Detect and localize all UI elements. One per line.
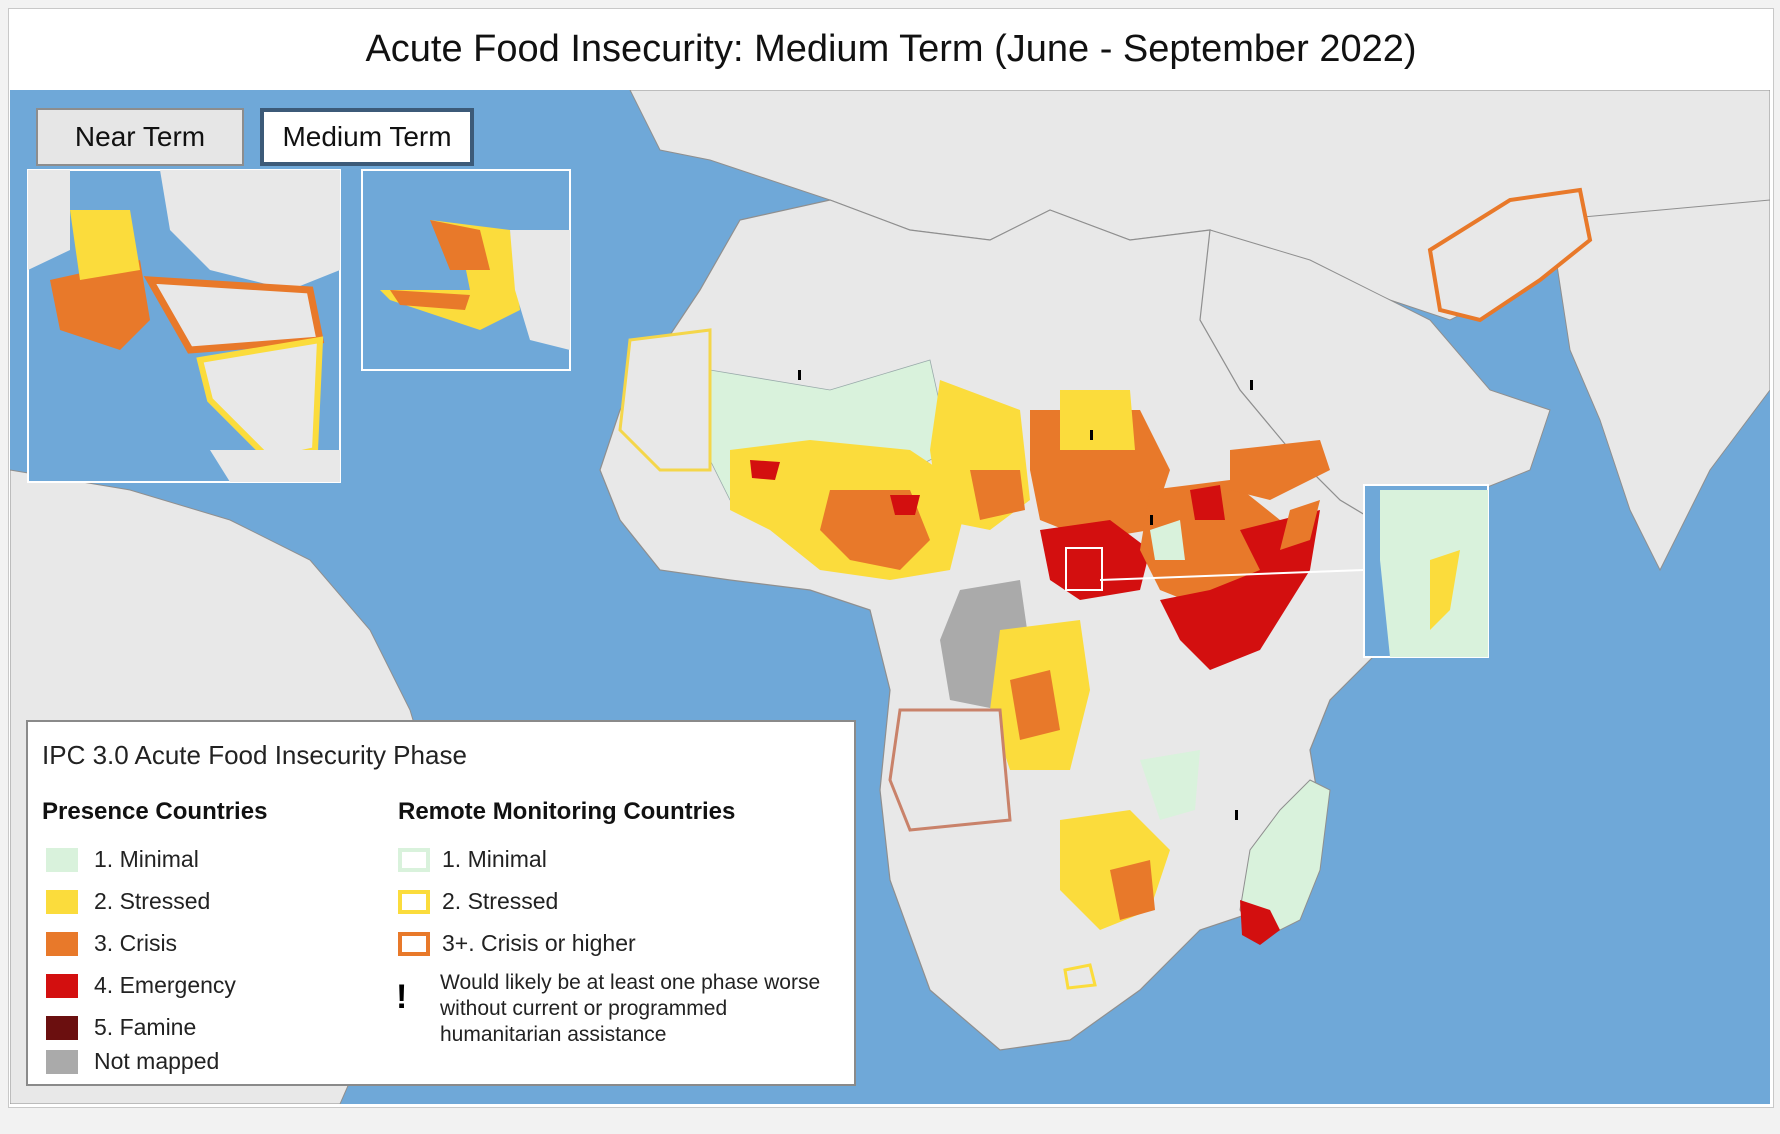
legend-label: 1. Minimal [94,846,199,872]
legend-presence-emergency: 4. Emergency [46,972,236,999]
assistance-marker [1235,810,1238,820]
assistance-note: Would likely be at least one phase worse… [440,971,821,1046]
swatch-remote-minimal [398,847,430,872]
food-insecurity-map[interactable] [10,90,1770,1104]
assistance-marker [798,370,801,380]
region-mauritania [618,328,712,472]
legend-label: 5. Famine [94,1014,197,1040]
legend-presence-heading: Presence Countries [42,798,268,825]
swatch-famine [46,1015,78,1040]
swatch-remote-crisis [398,931,430,956]
legend-remote-heading: Remote Monitoring Countries [398,798,736,825]
legend-label: 3+. Crisis or higher [442,930,636,956]
map-title: Acute Food Insecurity: Medium Term (June… [365,27,1417,70]
inset-central-america [27,169,341,483]
legend-remote-minimal: 1. Minimal [398,846,547,873]
region-afghanistan [1427,187,1593,323]
region-sudan-north [1060,390,1135,450]
assistance-markers [798,370,1253,820]
legend-label: 2. Stressed [94,888,211,914]
swatch-emergency [46,973,78,998]
tab-near-term[interactable]: Near Term [36,108,244,166]
madagascar-south [1240,900,1280,945]
region-angola [888,708,1012,832]
inset-east-africa [1065,484,1489,658]
swatch-remote-stressed [398,889,430,914]
region-emergency-nigeria [890,495,920,515]
legend-title: IPC 3.0 Acute Food Insecurity Phase [42,740,467,770]
region-chad-crisis [970,470,1025,520]
region-emergency-mali [750,460,780,480]
legend-label: 1. Minimal [442,846,547,872]
assistance-marker [1150,515,1153,525]
legend-label: 2. Stressed [442,888,559,914]
region-mozambique-north [1140,750,1200,820]
assistance-symbol: ! [396,978,408,1016]
swatch-stressed [46,889,78,914]
swatch-crisis [46,931,78,956]
legend-remote-stressed: 2. Stressed [398,888,558,915]
tab-medium-term[interactable]: Medium Term [260,108,474,166]
legend-not-mapped: Not mapped [46,1048,219,1075]
assistance-marker [1090,430,1093,440]
map-canvas [10,90,1770,1104]
inset-haiti [361,169,571,371]
region-lesotho [1063,963,1097,990]
region-somalia-crisis [1280,500,1320,550]
region-ethiopia-minimal [1150,520,1185,560]
legend-label: 3. Crisis [94,930,178,956]
region-mozambique-crisis [1110,860,1155,920]
legend-panel: IPC 3.0 Acute Food Insecurity Phase Pres… [26,720,856,1086]
region-drc-crisis [1010,670,1060,740]
region-yemen [1230,440,1330,500]
assistance-marker [1250,380,1253,390]
south-asia-landmass [1549,199,1770,572]
legend-remote-crisis: 3+. Crisis or higher [398,930,636,957]
legend-label: 4. Emergency [94,972,236,998]
swatch-minimal [46,847,78,872]
legend-presence-minimal: 1. Minimal [46,846,199,873]
legend-label: Not mapped [94,1048,220,1074]
swatch-not-mapped [46,1049,78,1074]
legend-presence-stressed: 2. Stressed [46,888,210,915]
region-ethiopia-emergency [1190,485,1225,520]
legend-presence-crisis: 3. Crisis [46,930,177,957]
legend-presence-famine: 5. Famine [46,1014,196,1041]
